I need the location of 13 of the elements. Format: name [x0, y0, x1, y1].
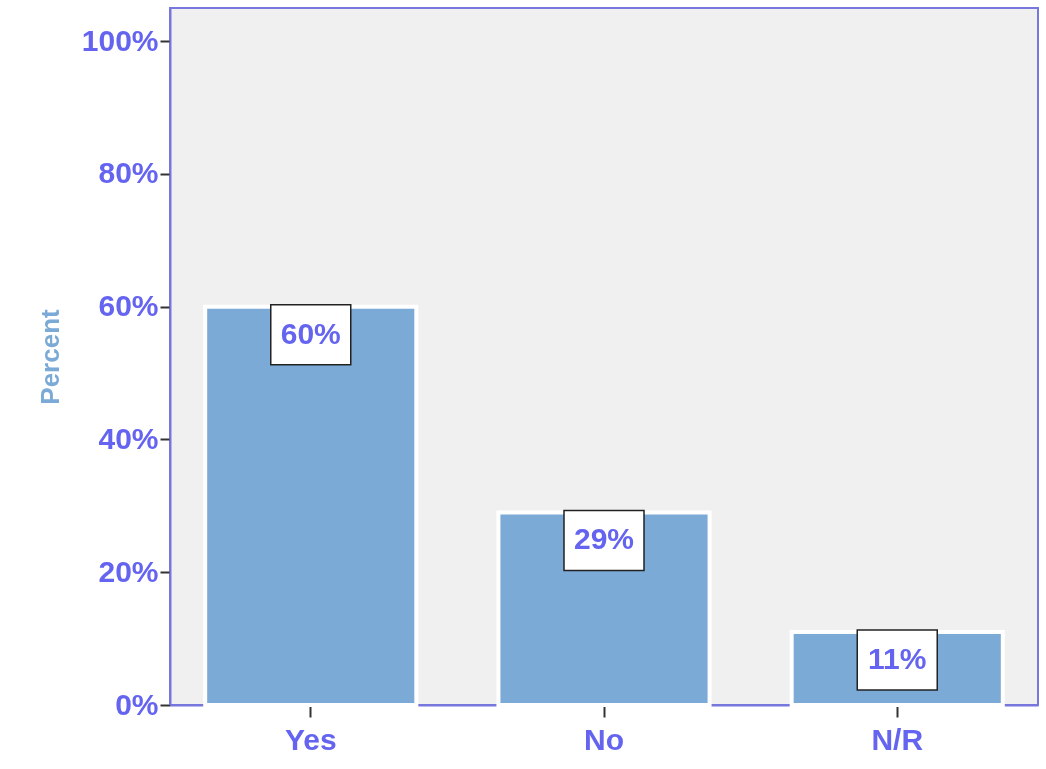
data-label: 29% — [573, 522, 635, 556]
y-tick-label: 100% — [81, 23, 159, 57]
x-tick-label: No — [584, 722, 624, 756]
x-tick-label: N/R — [871, 722, 924, 756]
y-tick-label: 80% — [98, 156, 159, 190]
y-tick-label: 0% — [115, 687, 159, 721]
y-tick-label: 20% — [98, 554, 159, 588]
data-label: 60% — [280, 316, 341, 350]
y-tick-label: 40% — [98, 421, 159, 455]
data-label: 11% — [868, 641, 927, 675]
x-tick-label: Yes — [284, 722, 337, 756]
y-axis-title: Percent — [34, 308, 65, 405]
y-tick-label: 60% — [98, 289, 159, 323]
